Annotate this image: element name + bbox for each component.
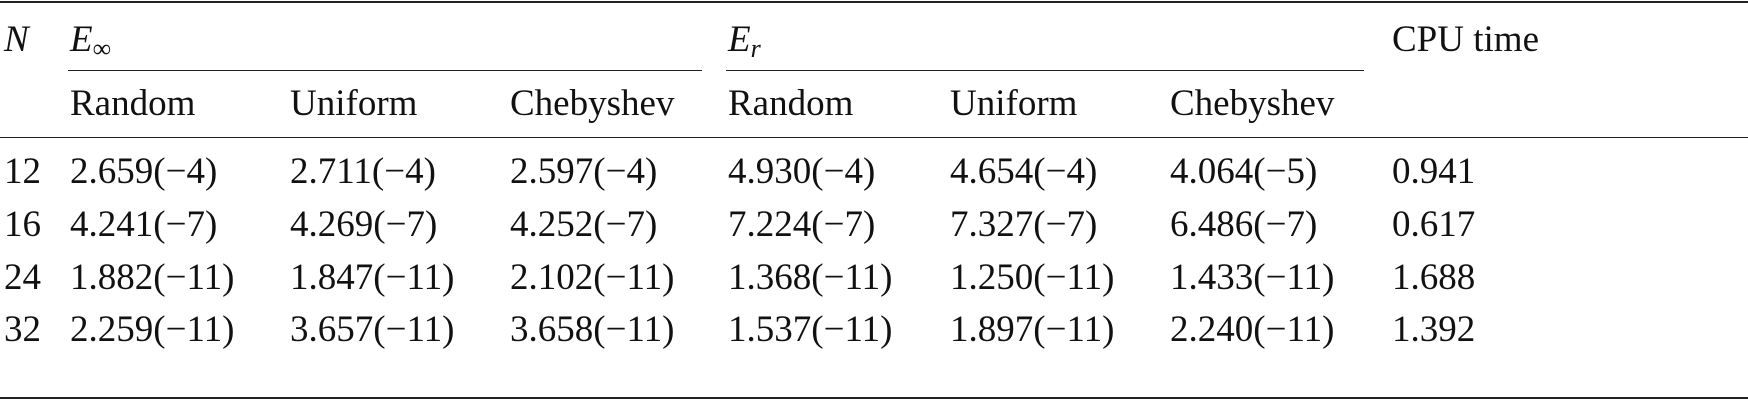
e-inf-symbol: E <box>70 19 93 60</box>
cell-value: 2.711(−4) <box>290 151 436 192</box>
cell-value: 1.368(−11) <box>728 257 893 298</box>
cell-value: 4.252(−7) <box>510 204 658 245</box>
cell-cpu-time: 0.617 <box>1392 204 1476 245</box>
cell-value: 1.847(−11) <box>290 257 455 298</box>
cell-n: 32 <box>4 309 41 350</box>
cell-value: 4.241(−7) <box>70 204 218 245</box>
cell-cpu-time: 1.392 <box>1392 309 1476 350</box>
subheader-e-inf-chebyshev: Chebyshev <box>510 83 675 124</box>
cell-value: 1.433(−11) <box>1170 257 1335 298</box>
cell-value: 7.327(−7) <box>950 204 1098 245</box>
cell-value: 1.250(−11) <box>950 257 1115 298</box>
cell-value: 4.654(−4) <box>950 151 1098 192</box>
cell-value: 6.486(−7) <box>1170 204 1318 245</box>
e-inf-subscript: ∞ <box>92 34 112 63</box>
top-rule <box>0 1 1748 3</box>
e-inf-group-rule <box>68 70 702 71</box>
cell-n: 24 <box>4 257 41 298</box>
e-r-subscript: r <box>750 34 761 63</box>
cell-value: 1.537(−11) <box>728 309 893 350</box>
cell-n: 12 <box>4 151 41 192</box>
cell-value: 2.597(−4) <box>510 151 658 192</box>
cell-n: 16 <box>4 204 41 245</box>
e-r-group-rule <box>726 70 1364 71</box>
header-n: N <box>4 19 29 60</box>
e-r-symbol: E <box>728 19 751 60</box>
bottom-rule <box>0 397 1748 399</box>
cell-cpu-time: 1.688 <box>1392 257 1476 298</box>
subheader-e-r-chebyshev: Chebyshev <box>1170 83 1335 124</box>
subheader-e-r-uniform: Uniform <box>950 83 1078 124</box>
cell-value: 4.269(−7) <box>290 204 438 245</box>
cell-value: 1.882(−11) <box>70 257 235 298</box>
header-e-inf: E∞ <box>70 18 111 71</box>
header-e-r: Er <box>728 18 761 71</box>
cell-value: 3.658(−11) <box>510 309 675 350</box>
cell-value: 4.064(−5) <box>1170 151 1318 192</box>
subheader-e-r-random: Random <box>728 83 854 124</box>
cell-value: 3.657(−11) <box>290 309 455 350</box>
subheader-e-inf-uniform: Uniform <box>290 83 418 124</box>
cell-cpu-time: 0.941 <box>1392 151 1476 192</box>
cell-value: 2.102(−11) <box>510 257 675 298</box>
subheader-e-inf-random: Random <box>70 83 196 124</box>
cell-value: 2.259(−11) <box>70 309 235 350</box>
cell-value: 2.659(−4) <box>70 151 218 192</box>
cell-value: 7.224(−7) <box>728 204 876 245</box>
header-cpu-time: CPU time <box>1392 19 1539 60</box>
header-rule <box>0 137 1748 138</box>
cell-value: 1.897(−11) <box>950 309 1115 350</box>
cell-value: 4.930(−4) <box>728 151 876 192</box>
cell-value: 2.240(−11) <box>1170 309 1335 350</box>
